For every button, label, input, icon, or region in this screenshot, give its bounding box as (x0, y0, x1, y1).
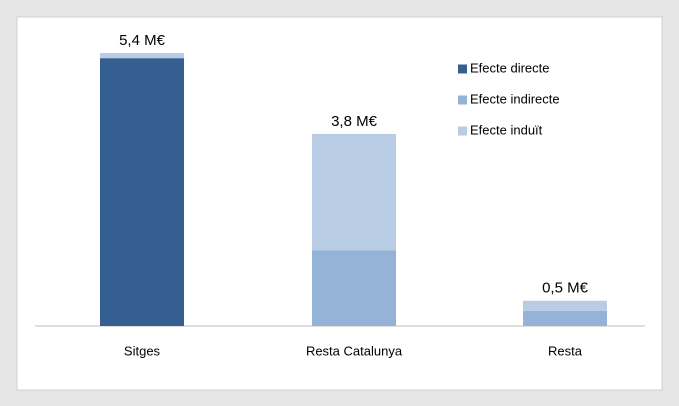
legend-label: Efecte indirecte (470, 91, 560, 106)
legend-swatch (458, 64, 467, 74)
x-tick-label: Resta (548, 343, 583, 358)
total-label: 3,8 M€ (331, 113, 378, 130)
bar-segment (312, 250, 396, 326)
legend-label: Efecte induït (470, 122, 543, 137)
total-label: 0,5 M€ (542, 280, 589, 297)
total-label: 5,4 M€ (119, 32, 166, 49)
bar-segment (100, 53, 184, 59)
legend-swatch (458, 95, 467, 105)
x-tick-label: Resta Catalunya (306, 343, 403, 358)
legend-label: Efecte directe (470, 60, 550, 75)
bar-segment (523, 310, 607, 326)
legend-swatch (458, 126, 467, 136)
bar-segment (523, 300, 607, 311)
bar-segment (312, 133, 396, 251)
bar-segment (100, 58, 184, 327)
x-tick-label: Sitges (124, 343, 161, 358)
